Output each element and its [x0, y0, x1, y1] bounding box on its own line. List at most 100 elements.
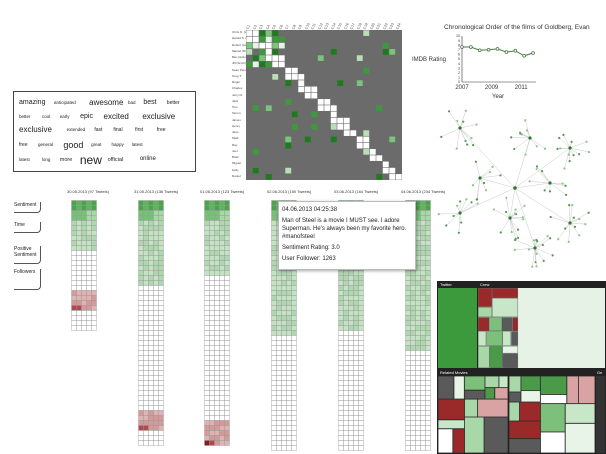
tweet-cell[interactable] — [143, 435, 149, 441]
tweet-cell[interactable] — [158, 345, 164, 351]
tweet-cell[interactable] — [214, 270, 220, 276]
treemap-cell[interactable] — [565, 403, 595, 424]
tweet-cell[interactable] — [204, 215, 210, 221]
tweet-cell[interactable] — [343, 275, 349, 281]
tweet-cell[interactable] — [420, 235, 426, 241]
tweet-cell[interactable] — [271, 415, 277, 421]
matrix-cell[interactable] — [343, 117, 350, 124]
tweet-cell[interactable] — [158, 325, 164, 331]
tweet-cell[interactable] — [224, 400, 230, 406]
tweet-cell[interactable] — [420, 325, 426, 331]
tweet-cell[interactable] — [353, 305, 359, 311]
tweet-cell[interactable] — [343, 340, 349, 346]
tweet-cell[interactable] — [271, 375, 277, 381]
tweet-cell[interactable] — [204, 275, 210, 281]
tweet-cell[interactable] — [425, 305, 431, 311]
tweet-cell[interactable] — [358, 275, 364, 281]
matrix-cell[interactable] — [369, 149, 376, 155]
tweet-cell[interactable] — [91, 215, 97, 221]
tweet-cell[interactable] — [148, 280, 154, 286]
tweet-cell[interactable] — [143, 215, 149, 221]
network-node[interactable] — [517, 228, 520, 231]
network-node[interactable] — [471, 184, 475, 187]
tweet-cell[interactable] — [148, 395, 154, 401]
tweet-cell[interactable] — [286, 330, 292, 336]
tweet-cell[interactable] — [348, 445, 354, 451]
tweet-cell[interactable] — [276, 385, 282, 391]
tweet-cell[interactable] — [425, 435, 431, 441]
tweet-cell[interactable] — [153, 355, 159, 361]
tweet-cell[interactable] — [405, 285, 411, 291]
tweet-cell[interactable] — [224, 255, 230, 261]
treemap-cell[interactable] — [485, 376, 499, 388]
tweet-cell[interactable] — [138, 345, 144, 351]
tweet-cell[interactable] — [81, 310, 87, 316]
matrix-cell[interactable] — [382, 161, 389, 168]
tweet-cell[interactable] — [291, 275, 297, 281]
matrix-cell[interactable] — [337, 124, 344, 130]
tweet-cell[interactable] — [410, 420, 416, 426]
tweet-cell[interactable] — [91, 280, 97, 286]
tweet-cell[interactable] — [353, 395, 359, 401]
tweet-cell[interactable] — [138, 325, 144, 331]
tweet-cell[interactable] — [153, 440, 159, 446]
tweet-cell[interactable] — [209, 235, 215, 241]
tweet-cell[interactable] — [148, 355, 154, 361]
tweet-cell[interactable] — [214, 235, 220, 241]
tweet-cell[interactable] — [286, 270, 292, 276]
tweet-cell[interactable] — [224, 300, 230, 306]
tweet-cell[interactable] — [276, 395, 282, 401]
network-node[interactable] — [528, 180, 531, 183]
tweet-cell[interactable] — [204, 320, 210, 326]
tweet-cell[interactable] — [224, 210, 230, 216]
tweet-cell[interactable] — [209, 375, 215, 381]
tweet-cell[interactable] — [415, 295, 421, 301]
tweet-cell[interactable] — [143, 380, 149, 386]
tweet-cell[interactable] — [158, 360, 164, 366]
tweet-cell[interactable] — [348, 390, 354, 396]
tweet-cell[interactable] — [214, 380, 220, 386]
tweet-cell[interactable] — [219, 435, 225, 441]
tweet-cell[interactable] — [358, 270, 364, 276]
tweet-cell[interactable] — [209, 260, 215, 266]
tweet-cell[interactable] — [138, 320, 144, 326]
network-node[interactable] — [516, 236, 520, 239]
tweet-cell[interactable] — [405, 310, 411, 316]
tweet-cell[interactable] — [420, 385, 426, 391]
tweet-cell[interactable] — [158, 235, 164, 241]
tweet-cell[interactable] — [281, 420, 287, 426]
network-node[interactable] — [488, 171, 492, 174]
tweet-cell[interactable] — [158, 265, 164, 271]
tweet-cell[interactable] — [425, 200, 431, 206]
tweet-cell[interactable] — [410, 325, 416, 331]
tweet-cell[interactable] — [143, 395, 149, 401]
tweet-cell[interactable] — [214, 280, 220, 286]
tweet-cell[interactable] — [276, 435, 282, 441]
tweet-cell[interactable] — [71, 240, 77, 246]
tweet-cell[interactable] — [425, 365, 431, 371]
tweet-cell[interactable] — [343, 345, 349, 351]
tweet-cell[interactable] — [281, 305, 287, 311]
tweet-cell[interactable] — [153, 430, 159, 436]
tweet-cell[interactable] — [415, 365, 421, 371]
network-node[interactable] — [464, 109, 467, 112]
tweet-cell[interactable] — [81, 265, 87, 271]
tweet-cell[interactable] — [415, 400, 421, 406]
tweet-cell[interactable] — [271, 325, 277, 331]
tweet-cell[interactable] — [410, 330, 416, 336]
tweet-cell[interactable] — [415, 425, 421, 431]
tweet-cell[interactable] — [425, 380, 431, 386]
tweet-cell[interactable] — [415, 255, 421, 261]
tweet-cell[interactable] — [81, 220, 87, 226]
network-node[interactable] — [455, 147, 458, 150]
tweet-cell[interactable] — [415, 245, 421, 251]
tweet-cell[interactable] — [420, 415, 426, 421]
tweet-cell[interactable] — [291, 335, 297, 341]
tweet-cell[interactable] — [271, 295, 277, 301]
tweet-cell[interactable] — [271, 240, 277, 246]
network-node[interactable] — [567, 240, 570, 243]
tweet-cell[interactable] — [415, 390, 421, 396]
tweet-cell[interactable] — [219, 415, 225, 421]
tweet-cell[interactable] — [204, 335, 210, 341]
tweet-cell[interactable] — [338, 275, 344, 281]
